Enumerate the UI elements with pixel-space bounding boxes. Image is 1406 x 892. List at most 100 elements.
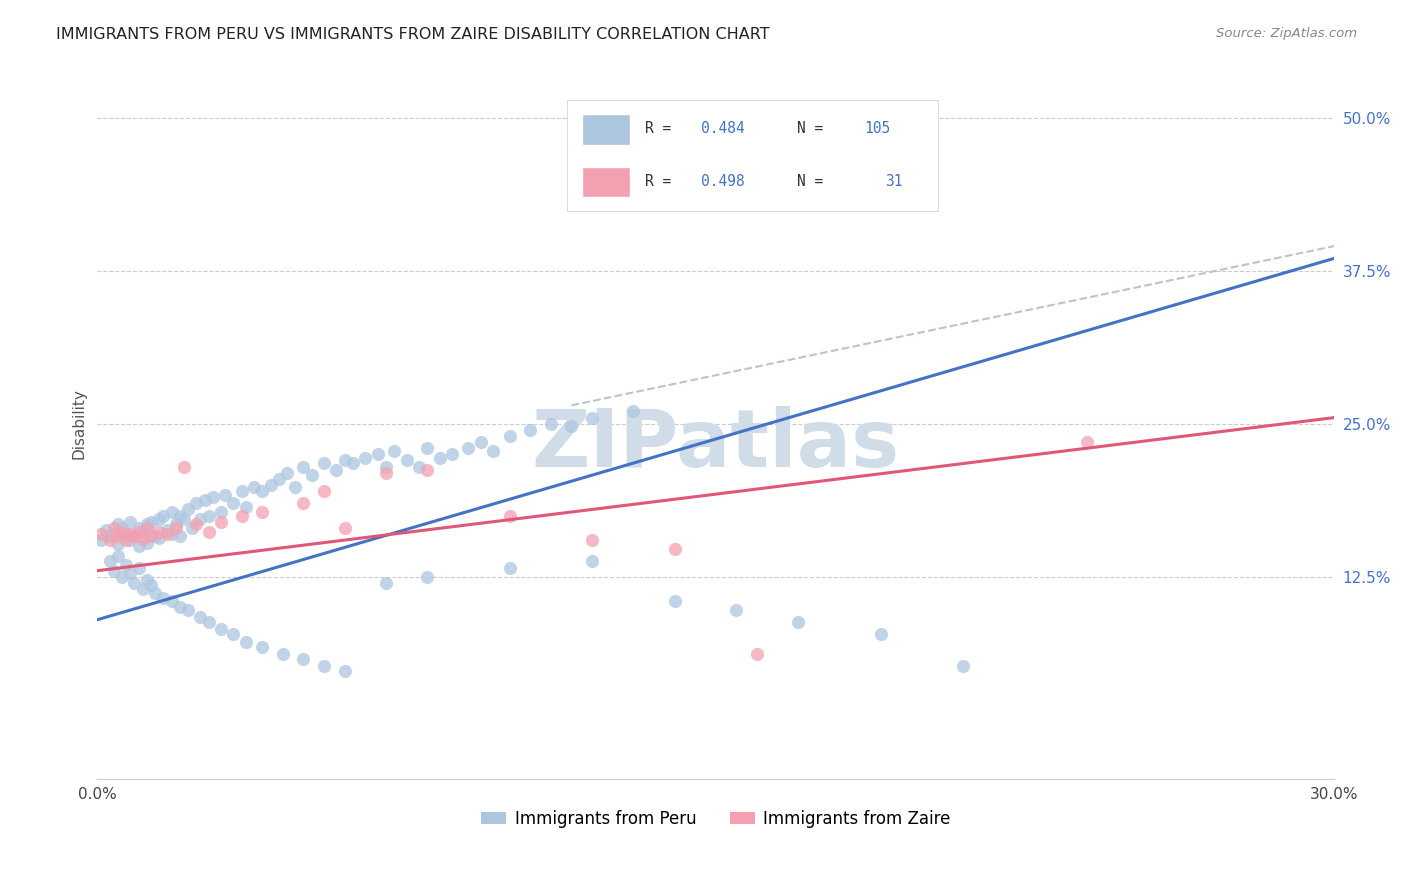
Point — [498, 508, 520, 523]
Point — [90, 533, 112, 547]
Point — [416, 463, 439, 477]
Point — [120, 527, 142, 541]
Text: Source: ZipAtlas.com: Source: ZipAtlas.com — [1216, 27, 1357, 40]
Point — [342, 456, 364, 470]
Point — [177, 603, 200, 617]
Point — [135, 574, 157, 588]
Point — [259, 478, 281, 492]
Point — [252, 484, 274, 499]
Point — [152, 591, 174, 605]
Point — [148, 524, 170, 539]
Point — [111, 524, 134, 539]
Point — [333, 664, 356, 678]
Point — [160, 594, 183, 608]
Point — [156, 523, 179, 537]
Point — [284, 480, 307, 494]
Point — [148, 512, 170, 526]
Point — [139, 515, 162, 529]
Point — [581, 410, 603, 425]
Point — [231, 508, 253, 523]
Point — [124, 529, 146, 543]
Point — [252, 505, 274, 519]
Point — [231, 484, 253, 499]
Point — [374, 576, 396, 591]
Point — [382, 443, 405, 458]
Point — [131, 532, 153, 546]
Point — [197, 524, 219, 539]
Point — [143, 529, 166, 543]
Point — [235, 500, 257, 514]
Point — [235, 634, 257, 648]
Point — [173, 459, 195, 474]
Point — [197, 508, 219, 523]
Point — [120, 515, 142, 529]
Point — [152, 508, 174, 523]
Point — [169, 600, 191, 615]
Point — [787, 615, 810, 629]
Point — [107, 537, 129, 551]
Point — [408, 459, 430, 474]
Point — [374, 459, 396, 474]
Text: IMMIGRANTS FROM PERU VS IMMIGRANTS FROM ZAIRE DISABILITY CORRELATION CHART: IMMIGRANTS FROM PERU VS IMMIGRANTS FROM … — [56, 27, 770, 42]
Point — [952, 659, 974, 673]
Point — [292, 652, 315, 666]
Point — [107, 517, 129, 532]
Point — [271, 647, 294, 661]
Point — [139, 578, 162, 592]
Point — [131, 524, 153, 539]
Point — [103, 527, 125, 541]
Point — [124, 529, 146, 543]
Point — [107, 529, 129, 543]
Point — [498, 429, 520, 443]
Legend: Immigrants from Peru, Immigrants from Zaire: Immigrants from Peru, Immigrants from Za… — [475, 803, 957, 835]
Point — [1076, 435, 1098, 450]
Point — [165, 521, 187, 535]
Point — [197, 615, 219, 629]
Point — [98, 554, 121, 568]
Point — [181, 521, 204, 535]
Point — [664, 594, 686, 608]
Point — [107, 549, 129, 563]
Point — [276, 466, 298, 480]
Point — [124, 576, 146, 591]
Point — [143, 586, 166, 600]
Point — [209, 623, 232, 637]
Point — [301, 468, 323, 483]
Text: ZIPatlas: ZIPatlas — [531, 406, 900, 484]
Point — [115, 558, 138, 572]
Point — [115, 533, 138, 547]
Point — [128, 561, 150, 575]
Point — [416, 570, 439, 584]
Point — [252, 640, 274, 654]
Point — [292, 496, 315, 510]
Point — [333, 453, 356, 467]
Point — [165, 517, 187, 532]
Point — [177, 502, 200, 516]
Point — [416, 441, 439, 455]
Y-axis label: Disability: Disability — [72, 388, 86, 459]
Point — [131, 582, 153, 596]
Point — [664, 541, 686, 556]
Point — [457, 441, 479, 455]
Point — [135, 535, 157, 549]
Point — [292, 459, 315, 474]
Point — [186, 517, 208, 532]
Point — [103, 564, 125, 578]
Point — [470, 435, 492, 450]
Point — [148, 531, 170, 545]
Point — [267, 472, 290, 486]
Point — [214, 488, 236, 502]
Point — [190, 512, 212, 526]
Point — [498, 561, 520, 575]
Point — [429, 450, 451, 465]
Point — [745, 647, 768, 661]
Point — [169, 529, 191, 543]
Point — [325, 463, 347, 477]
Point — [869, 627, 891, 641]
Point — [560, 419, 582, 434]
Point — [374, 466, 396, 480]
Point — [98, 529, 121, 543]
Point — [581, 554, 603, 568]
Point — [314, 659, 336, 673]
Point — [222, 627, 245, 641]
